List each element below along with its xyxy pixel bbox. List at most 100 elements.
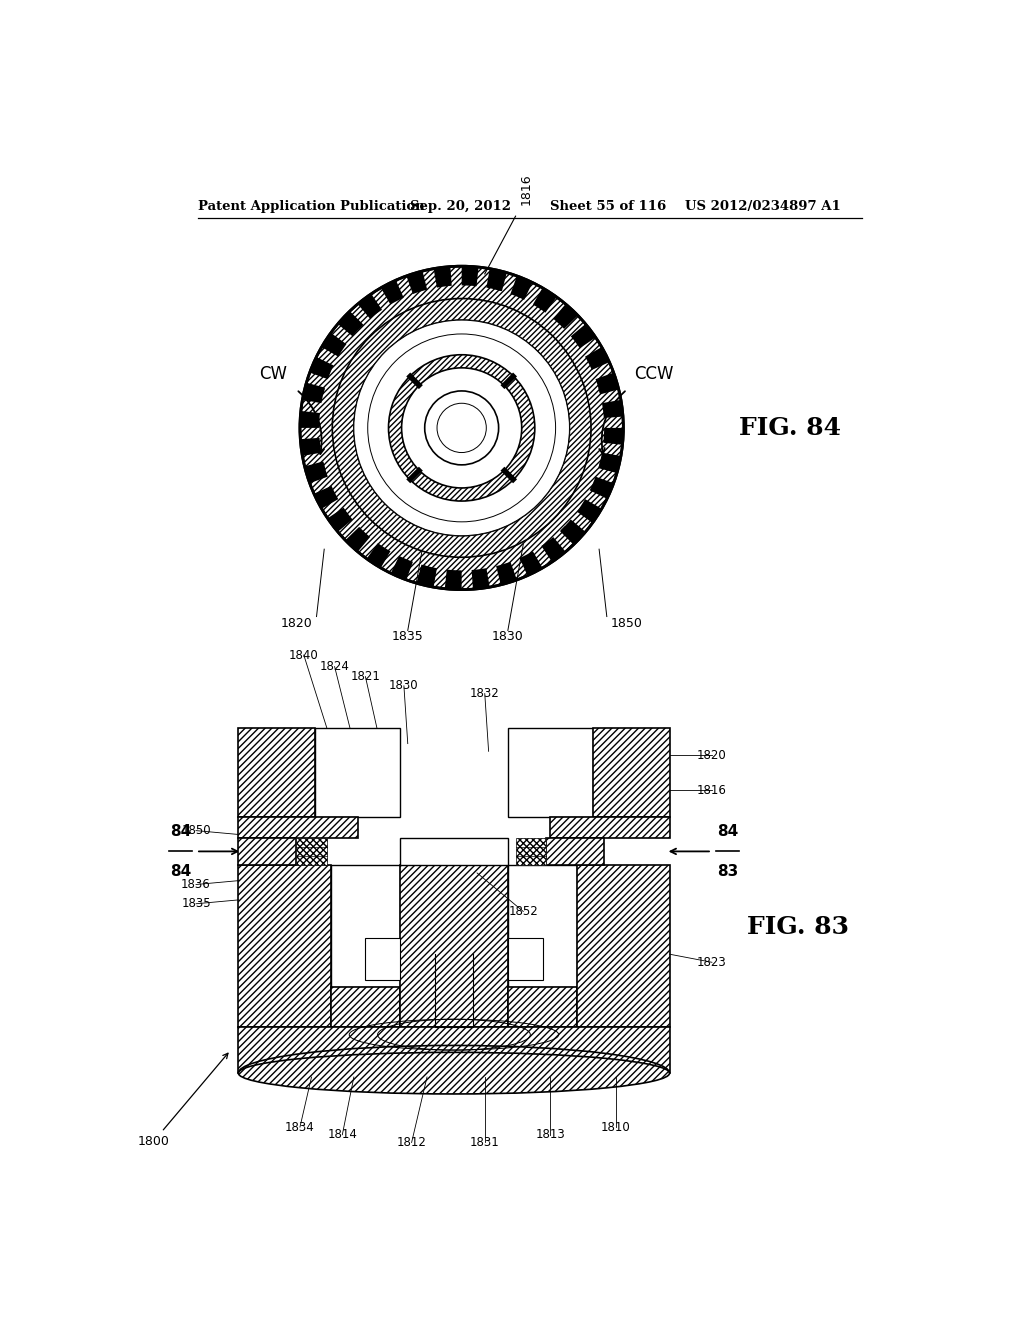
Text: 1823: 1823 <box>697 956 727 969</box>
Bar <box>400 866 508 1027</box>
Wedge shape <box>391 556 413 579</box>
Text: 1850: 1850 <box>610 616 642 630</box>
Wedge shape <box>560 520 586 544</box>
Wedge shape <box>302 383 325 403</box>
Text: 1850: 1850 <box>181 824 211 837</box>
Text: CCW: CCW <box>634 366 674 383</box>
Bar <box>515 838 547 866</box>
Wedge shape <box>328 508 352 532</box>
Bar <box>239 1027 670 1073</box>
Bar <box>508 866 578 986</box>
Bar <box>239 838 296 866</box>
Wedge shape <box>596 372 618 393</box>
Wedge shape <box>496 562 517 585</box>
Text: 1816: 1816 <box>697 784 727 797</box>
Text: 1820: 1820 <box>697 748 727 762</box>
Wedge shape <box>367 543 390 568</box>
Text: 1800: 1800 <box>137 1053 228 1148</box>
Wedge shape <box>577 499 602 523</box>
Circle shape <box>333 298 591 557</box>
Text: 1830: 1830 <box>389 680 419 693</box>
Wedge shape <box>585 347 609 370</box>
Wedge shape <box>602 400 623 418</box>
Text: Sheet 55 of 116: Sheet 55 of 116 <box>550 199 667 213</box>
Text: 1812: 1812 <box>396 1137 427 1148</box>
Circle shape <box>354 321 569 536</box>
Wedge shape <box>599 453 621 473</box>
Circle shape <box>368 334 556 521</box>
Wedge shape <box>603 428 624 445</box>
Wedge shape <box>407 271 427 294</box>
Text: 1852: 1852 <box>508 906 539 917</box>
Text: FIG. 83: FIG. 83 <box>746 915 849 939</box>
Wedge shape <box>345 527 370 552</box>
Bar <box>239 729 315 817</box>
Text: 1810: 1810 <box>601 1121 631 1134</box>
Bar <box>578 866 670 1027</box>
Text: 84: 84 <box>170 824 191 840</box>
Text: 84: 84 <box>170 863 191 879</box>
Text: 1836: 1836 <box>181 878 211 891</box>
Text: 1830: 1830 <box>492 631 523 643</box>
Text: 84: 84 <box>717 824 738 840</box>
Bar <box>593 729 670 817</box>
Circle shape <box>401 368 521 488</box>
Text: 1814: 1814 <box>328 1129 357 1142</box>
Wedge shape <box>510 276 532 300</box>
Bar <box>315 729 400 817</box>
Bar <box>296 838 327 866</box>
Bar <box>508 986 578 1027</box>
Wedge shape <box>462 267 478 286</box>
Text: FIG. 84: FIG. 84 <box>739 416 841 440</box>
Wedge shape <box>300 438 322 455</box>
Text: Sep. 20, 2012: Sep. 20, 2012 <box>410 199 511 213</box>
Wedge shape <box>553 304 578 329</box>
Wedge shape <box>314 486 338 508</box>
Circle shape <box>300 267 624 590</box>
Wedge shape <box>338 312 362 337</box>
Text: 1831: 1831 <box>470 1137 500 1148</box>
Wedge shape <box>305 462 328 483</box>
Text: CW: CW <box>259 366 287 383</box>
Text: 1820: 1820 <box>281 616 312 630</box>
Wedge shape <box>300 411 319 428</box>
Wedge shape <box>309 356 334 379</box>
Wedge shape <box>433 267 452 288</box>
Text: 1813: 1813 <box>536 1129 565 1142</box>
Bar <box>239 866 331 1027</box>
Circle shape <box>437 404 486 453</box>
Bar <box>331 866 400 986</box>
Bar <box>550 817 670 838</box>
Text: 1816: 1816 <box>519 173 532 205</box>
Wedge shape <box>381 280 403 305</box>
Text: 1824: 1824 <box>319 660 349 673</box>
Text: 1835: 1835 <box>181 898 211 911</box>
Wedge shape <box>519 552 543 576</box>
Wedge shape <box>486 269 506 290</box>
Wedge shape <box>532 288 557 313</box>
Text: 1834: 1834 <box>285 1121 314 1134</box>
Wedge shape <box>590 477 613 499</box>
Text: 1821: 1821 <box>350 671 380 684</box>
Wedge shape <box>417 565 437 587</box>
Ellipse shape <box>239 1052 670 1094</box>
Text: Patent Application Publication: Patent Application Publication <box>199 199 425 213</box>
Bar <box>400 838 508 866</box>
Circle shape <box>388 355 535 502</box>
Wedge shape <box>472 568 489 589</box>
Bar <box>508 939 543 981</box>
Bar <box>239 817 357 838</box>
Bar <box>331 986 400 1027</box>
Circle shape <box>354 321 569 536</box>
Bar <box>366 939 400 981</box>
Wedge shape <box>570 323 596 348</box>
Text: US 2012/0234897 A1: US 2012/0234897 A1 <box>685 199 841 213</box>
Wedge shape <box>357 294 382 318</box>
Bar <box>508 729 593 817</box>
Text: 1840: 1840 <box>289 648 318 661</box>
Bar <box>547 838 604 866</box>
Text: 1832: 1832 <box>470 686 500 700</box>
Circle shape <box>425 391 499 465</box>
Text: 1835: 1835 <box>392 631 424 643</box>
Text: 83: 83 <box>717 863 738 879</box>
